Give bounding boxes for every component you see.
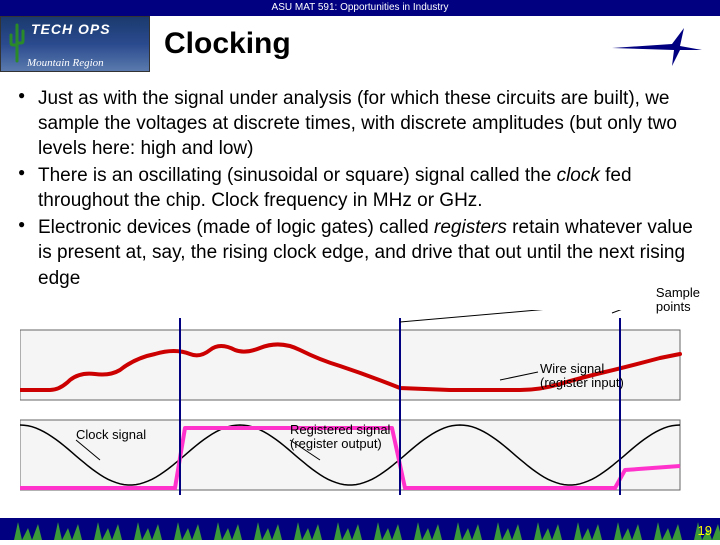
bullet-2: There is an oscillating (sinusoidal or s… xyxy=(16,163,704,213)
timing-diagram: Samplepoints Wire signal(register input)… xyxy=(20,310,700,510)
star-icon xyxy=(612,26,702,66)
diagram-svg xyxy=(20,310,700,510)
label-sample: Samplepoints xyxy=(656,286,700,315)
label-registered: Registered signal(register output) xyxy=(290,423,390,452)
course-header: ASU MAT 591: Opportunities in Industry xyxy=(0,0,720,16)
content-area: Just as with the signal under analysis (… xyxy=(0,72,720,291)
label-clock: Clock signal xyxy=(76,428,146,442)
logo-brand: TECH OPS xyxy=(31,21,111,37)
cactus-border-icon xyxy=(0,518,720,540)
title-row: TECH OPS Mountain Region Clocking xyxy=(0,16,720,72)
org-logo: TECH OPS Mountain Region xyxy=(0,16,150,72)
slide-title: Clocking xyxy=(164,27,291,61)
footer-bar: 19 xyxy=(0,518,720,540)
cactus-icon xyxy=(7,23,27,63)
bullet-list: Just as with the signal under analysis (… xyxy=(16,86,704,291)
logo-region: Mountain Region xyxy=(27,57,104,69)
bullet-3: Electronic devices (made of logic gates)… xyxy=(16,215,704,290)
bullet-1: Just as with the signal under analysis (… xyxy=(16,86,704,161)
page-number: 19 xyxy=(698,523,712,538)
label-wire: Wire signal(register input) xyxy=(540,362,624,391)
